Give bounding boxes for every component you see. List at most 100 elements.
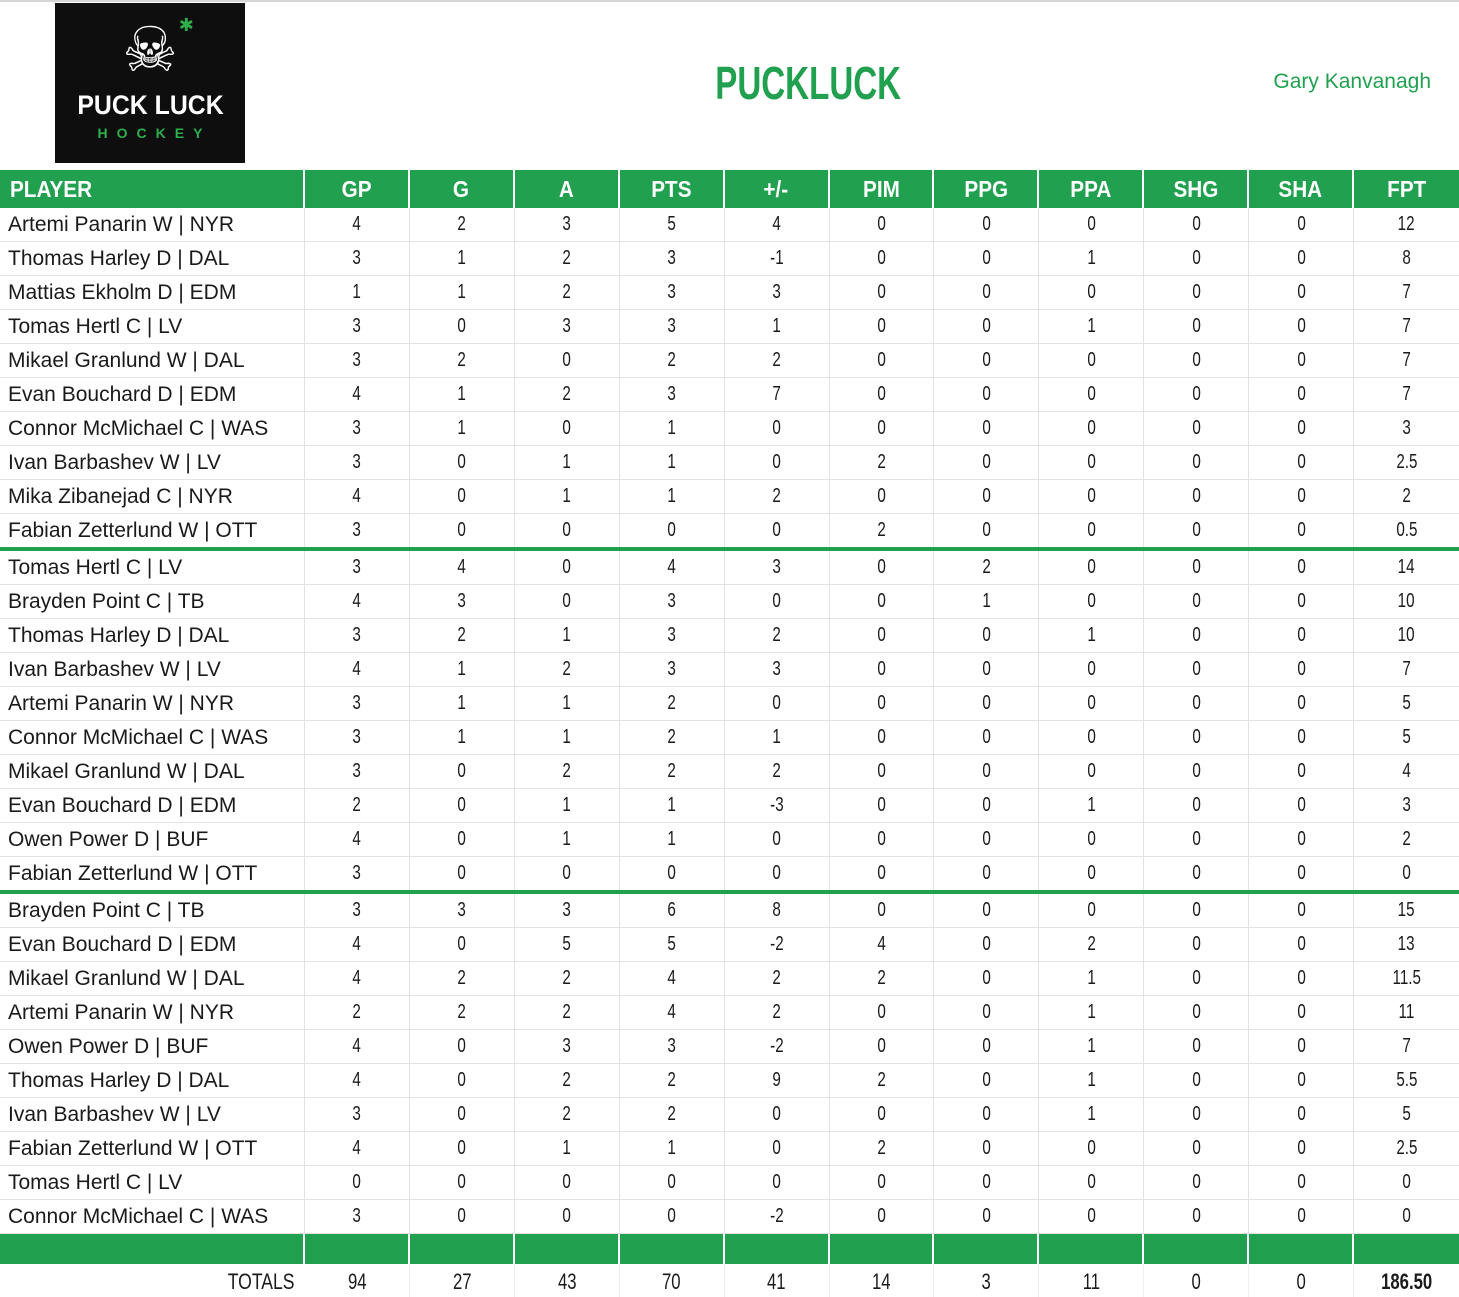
stat-cell[interactable]: 0 xyxy=(934,996,1040,1030)
stat-cell[interactable]: 3 xyxy=(305,344,410,378)
stat-cell[interactable]: 0 xyxy=(934,276,1040,310)
player-cell[interactable]: Mikael Granlund W | DAL xyxy=(0,755,305,789)
stat-cell[interactable]: 0 xyxy=(1144,344,1250,378)
stat-cell[interactable]: 1 xyxy=(514,789,620,823)
stat-cell[interactable]: 0 xyxy=(829,378,935,412)
stat-cell[interactable]: 0 xyxy=(934,412,1040,446)
stat-cell[interactable]: 3 xyxy=(409,894,515,928)
player-cell[interactable]: Brayden Point C | TB xyxy=(0,585,305,619)
stat-cell[interactable]: 1 xyxy=(409,412,515,446)
stat-cell[interactable]: 0 xyxy=(829,894,935,928)
stat-cell[interactable]: 2 xyxy=(514,755,620,789)
stat-cell[interactable]: 0 xyxy=(1039,721,1145,755)
stat-cell[interactable]: 2 xyxy=(619,344,725,378)
stat-cell[interactable]: 0 xyxy=(1249,1200,1355,1234)
stat-cell[interactable]: 0 xyxy=(829,242,935,276)
stat-cell[interactable]: 1 xyxy=(1039,619,1145,653)
column-header-pim[interactable]: PIM xyxy=(829,170,935,208)
stat-cell[interactable]: 2.5 xyxy=(1354,446,1459,480)
column-header-a[interactable]: A xyxy=(514,170,620,208)
stat-cell[interactable]: 1 xyxy=(305,276,410,310)
stat-cell[interactable]: 2 xyxy=(409,619,515,653)
stat-cell[interactable]: 1 xyxy=(409,653,515,687)
total-cell[interactable]: 94 xyxy=(305,1264,410,1297)
stat-cell[interactable]: 2 xyxy=(829,1064,935,1098)
stat-cell[interactable]: 14 xyxy=(1354,551,1459,585)
stat-cell[interactable]: 0 xyxy=(1144,276,1250,310)
stat-cell[interactable]: 0 xyxy=(934,653,1040,687)
stat-cell[interactable]: 0 xyxy=(1144,378,1250,412)
column-header-fpt[interactable]: FPT xyxy=(1354,170,1459,208)
stat-cell[interactable]: 3 xyxy=(305,619,410,653)
stat-cell[interactable]: 0 xyxy=(1249,344,1355,378)
stat-cell[interactable]: 7 xyxy=(1354,344,1459,378)
total-cell[interactable]: 41 xyxy=(725,1264,830,1297)
stat-cell[interactable]: 0 xyxy=(1144,996,1250,1030)
stat-cell[interactable]: 5 xyxy=(1354,687,1459,721)
stat-cell[interactable]: 0 xyxy=(1354,1166,1459,1200)
stat-cell[interactable]: 0 xyxy=(1039,1166,1145,1200)
stat-cell[interactable]: 1 xyxy=(1039,789,1145,823)
stat-cell[interactable]: 7 xyxy=(724,378,830,412)
column-header-pts[interactable]: PTS xyxy=(619,170,725,208)
stat-cell[interactable]: 2 xyxy=(514,1064,620,1098)
stat-cell[interactable]: 0 xyxy=(829,276,935,310)
stat-cell[interactable]: 2 xyxy=(619,1064,725,1098)
stat-cell[interactable]: 2 xyxy=(305,996,410,1030)
stat-cell[interactable]: 0 xyxy=(934,687,1040,721)
stat-cell[interactable]: 0 xyxy=(829,585,935,619)
stat-cell[interactable]: 2 xyxy=(724,962,830,996)
stat-cell[interactable]: 0 xyxy=(1249,1132,1355,1166)
player-cell[interactable]: Connor McMichael C | WAS xyxy=(0,721,305,755)
stat-cell[interactable]: 0 xyxy=(409,1200,515,1234)
stat-cell[interactable]: 4 xyxy=(305,378,410,412)
stat-cell[interactable]: 0 xyxy=(1144,446,1250,480)
stat-cell[interactable]: 0 xyxy=(829,721,935,755)
stat-cell[interactable]: 3 xyxy=(724,276,830,310)
stat-cell[interactable]: 2 xyxy=(829,1132,935,1166)
player-cell[interactable]: Fabian Zetterlund W | OTT xyxy=(0,1132,305,1166)
stat-cell[interactable]: 8 xyxy=(1354,242,1459,276)
stat-cell[interactable]: 3 xyxy=(619,619,725,653)
stat-cell[interactable]: 2 xyxy=(514,1098,620,1132)
stat-cell[interactable]: 10 xyxy=(1354,585,1459,619)
stat-cell[interactable]: 1 xyxy=(724,721,830,755)
total-cell[interactable]: 3 xyxy=(934,1264,1040,1297)
stat-cell[interactable]: 0 xyxy=(1144,1132,1250,1166)
stat-cell[interactable]: 0 xyxy=(1249,378,1355,412)
column-header-g[interactable]: G xyxy=(409,170,515,208)
stat-cell[interactable]: 9 xyxy=(724,1064,830,1098)
stat-cell[interactable]: 2 xyxy=(409,962,515,996)
stat-cell[interactable]: 0 xyxy=(410,857,515,890)
stat-cell[interactable]: 3 xyxy=(619,242,725,276)
stat-cell[interactable]: 3 xyxy=(305,514,410,547)
stat-cell[interactable]: -2 xyxy=(724,1030,830,1064)
stat-cell[interactable]: 3 xyxy=(305,446,410,480)
stat-cell[interactable]: 4 xyxy=(305,1132,410,1166)
stat-cell[interactable]: 0 xyxy=(829,789,935,823)
stat-cell[interactable]: 2 xyxy=(514,962,620,996)
stat-cell[interactable]: 2 xyxy=(514,653,620,687)
stat-cell[interactable]: 2 xyxy=(305,789,410,823)
player-cell[interactable]: Tomas Hertl C | LV xyxy=(0,1166,305,1200)
stat-cell[interactable]: 0 xyxy=(830,857,935,890)
stat-cell[interactable]: 1 xyxy=(724,310,830,344)
stat-cell[interactable]: 0 xyxy=(934,755,1040,789)
stat-cell[interactable]: 0 xyxy=(1249,551,1355,585)
stat-cell[interactable]: 11 xyxy=(1354,996,1459,1030)
stat-cell[interactable]: 4 xyxy=(305,962,410,996)
total-cell[interactable]: 70 xyxy=(620,1264,725,1297)
stat-cell[interactable]: 1 xyxy=(409,276,515,310)
stat-cell[interactable]: 4 xyxy=(409,551,515,585)
player-cell[interactable]: Fabian Zetterlund W | OTT xyxy=(0,857,305,890)
stat-cell[interactable]: 12 xyxy=(1354,208,1459,242)
stat-cell[interactable]: 4 xyxy=(724,208,830,242)
stat-cell[interactable]: 0 xyxy=(1249,514,1355,547)
stat-cell[interactable]: 5 xyxy=(1354,1098,1459,1132)
stat-cell[interactable]: 0.5 xyxy=(1395,519,1418,541)
stat-cell[interactable]: 0 xyxy=(724,687,830,721)
stat-cell[interactable]: 3 xyxy=(619,310,725,344)
stat-cell[interactable]: 4 xyxy=(829,928,935,962)
total-cell[interactable]: 27 xyxy=(410,1264,515,1297)
stat-cell[interactable]: 0 xyxy=(1039,480,1145,514)
